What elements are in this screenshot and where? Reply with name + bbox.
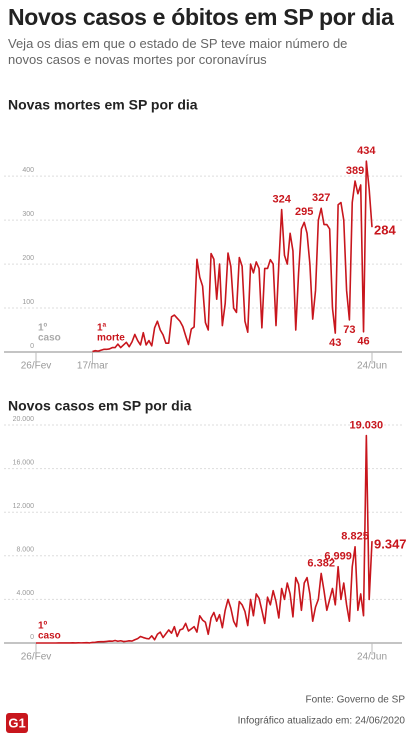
- value-label: 8.825: [341, 531, 369, 543]
- value-label: 43: [329, 337, 341, 349]
- y-tick-label: 200: [22, 255, 34, 262]
- annotation: caso: [38, 631, 61, 642]
- x-tick-label: 24/Jun: [357, 361, 387, 372]
- value-label: 284: [374, 223, 396, 238]
- y-tick-label: 12.000: [13, 503, 35, 510]
- value-label: 295: [295, 206, 313, 218]
- value-label: 73: [343, 324, 355, 336]
- data-line: [92, 160, 373, 353]
- value-label: 6.999: [324, 551, 352, 563]
- value-label: 46: [357, 336, 369, 348]
- y-tick-label: 0: [30, 343, 34, 350]
- logo: G1: [8, 715, 25, 730]
- y-tick-label: 0: [30, 634, 34, 641]
- y-tick-label: 4.000: [16, 590, 34, 597]
- x-tick-label: 17/mar: [77, 361, 109, 372]
- annotation: morte: [97, 333, 125, 344]
- y-tick-label: 16.000: [13, 459, 35, 466]
- y-tick-label: 300: [22, 211, 34, 218]
- value-label: 434: [357, 145, 376, 157]
- data-line: [35, 434, 373, 644]
- x-tick-label: 24/Jun: [357, 652, 387, 663]
- annotation: 1º: [38, 323, 48, 334]
- value-label: 389: [346, 165, 364, 177]
- annotation: 1º: [38, 621, 48, 632]
- chart-title: Novos casos em SP por dia: [8, 398, 192, 414]
- source: Fonte: Governo de SP: [305, 695, 405, 706]
- updated: Infográfico atualizado em: 24/06/2020: [238, 716, 406, 727]
- value-label: 327: [312, 192, 330, 204]
- title: Novos casos e óbitos em SP por dia: [8, 4, 394, 30]
- value-label: 19.030: [350, 419, 384, 431]
- annotation: 1ª: [97, 323, 107, 334]
- value-label: 324: [272, 193, 291, 205]
- annotation: caso: [38, 333, 61, 344]
- x-tick-label: 26/Fev: [21, 361, 52, 372]
- y-tick-label: 400: [22, 167, 34, 174]
- y-tick-label: 20.000: [13, 416, 35, 423]
- subtitle: Veja os dias em que o estado de SP teve …: [8, 36, 348, 67]
- x-tick-label: 26/Fev: [21, 652, 52, 663]
- logo-box: [6, 713, 28, 733]
- chart-title: Novas mortes em SP por dia: [8, 97, 198, 113]
- value-label: 9.347: [374, 537, 407, 552]
- value-label: 6.382: [307, 557, 335, 569]
- y-tick-label: 8.000: [16, 547, 34, 554]
- y-tick-label: 100: [22, 299, 34, 306]
